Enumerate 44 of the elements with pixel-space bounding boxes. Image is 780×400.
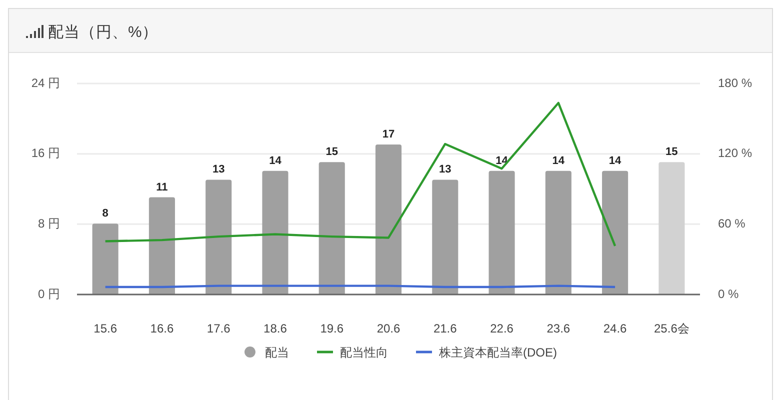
- x-tick-label: 22.6: [490, 322, 514, 336]
- bar: [92, 224, 118, 294]
- y-tick-label: 24 円: [31, 76, 60, 90]
- data-label: 13: [212, 164, 225, 176]
- y2-tick-label: 0 %: [718, 286, 740, 301]
- x-tick-label: 15.6: [94, 322, 118, 336]
- bar: [318, 162, 345, 294]
- x-tick-label: 17.6: [206, 322, 231, 336]
- x-tick-label: 16.6: [150, 322, 174, 336]
- x-tick-label: 21.6: [433, 322, 458, 336]
- data-label: 15: [666, 146, 678, 158]
- y2-tick-label: 120 %: [718, 146, 752, 160]
- data-label: 14: [552, 154, 566, 167]
- bar: [545, 170, 572, 294]
- data-label: 11: [156, 181, 168, 194]
- y-tick-label: 0 円: [38, 286, 60, 301]
- data-label: 14: [608, 154, 622, 167]
- y2-tick-label: 180 %: [718, 76, 752, 90]
- y-tick-label: 8 円: [38, 216, 60, 231]
- x-tick-label: 18.6: [264, 322, 288, 336]
- bar: [375, 144, 402, 294]
- bar: [658, 162, 685, 294]
- legend-label: 配当: [265, 346, 289, 360]
- bar: [602, 170, 628, 294]
- data-label: 8: [102, 208, 108, 220]
- data-label: 15: [326, 146, 338, 158]
- y-tick-label: 16 円: [31, 146, 60, 160]
- bar: [148, 197, 175, 294]
- x-tick-label: 20.6: [376, 322, 400, 336]
- x-tick-label: 19.6: [320, 322, 344, 336]
- bar: [432, 180, 458, 294]
- x-tick-label: 24.6: [603, 322, 628, 336]
- legend-label: 株主資本配当率(DOE): [438, 346, 557, 360]
- x-tick-label: 25.6会: [654, 322, 690, 336]
- x-tick-label: 23.6: [546, 322, 570, 336]
- chart-title: 配当（円、%）: [48, 23, 158, 41]
- bar: [206, 180, 232, 294]
- data-label: 13: [439, 164, 452, 176]
- data-label: 14: [269, 154, 282, 167]
- y2-tick-label: 60 %: [718, 216, 746, 231]
- bar: [488, 170, 515, 294]
- data-label: 17: [382, 128, 395, 141]
- legend-label: 配当性向: [340, 346, 388, 360]
- bar: [262, 170, 288, 294]
